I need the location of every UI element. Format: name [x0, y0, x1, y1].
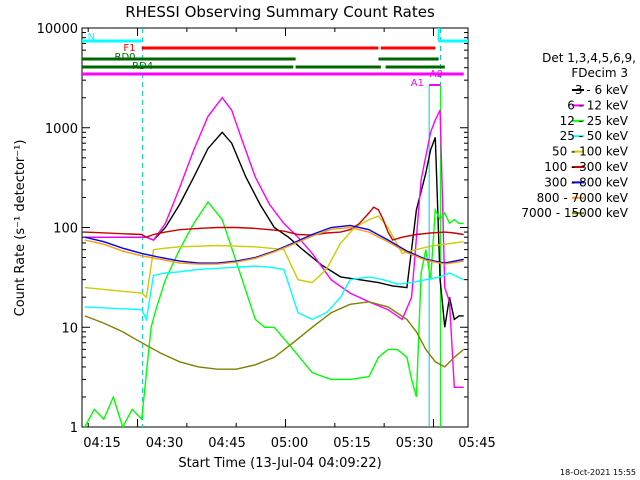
- series-line-8: [84, 301, 465, 370]
- series-line-4: [84, 215, 464, 299]
- series-line-6: [84, 224, 464, 264]
- legend-entry: 12 - 25 keV: [560, 114, 629, 128]
- legend-entry: 50 - 100 keV: [552, 145, 629, 159]
- chart-title: RHESSI Observing Summary Count Rates: [125, 3, 435, 21]
- y-tick-label: 10: [61, 321, 78, 336]
- legend-entry: 6 - 12 keV: [567, 98, 629, 112]
- state-label-rd4: RD4: [132, 61, 153, 72]
- state-label-n: N: [88, 32, 95, 43]
- timestamp: 18-Oct-2021 15:55: [560, 468, 636, 477]
- x-tick-label: 04:15: [83, 436, 120, 451]
- state-label-a0: A0: [430, 69, 443, 80]
- state-label-f1: F1: [123, 43, 135, 54]
- y-tick-label: 100: [53, 222, 78, 237]
- series-line-1: [84, 96, 464, 388]
- legend-entry: 3 - 6 keV: [575, 83, 629, 97]
- y-tick-label: 10000: [37, 22, 78, 37]
- series-line-3: [84, 265, 464, 322]
- state-label-rd0: RD0: [115, 52, 136, 63]
- x-tick-label: 04:45: [208, 436, 245, 451]
- legend-header-2: FDecim 3: [571, 66, 628, 80]
- legend-header-1: Det 1,3,4,5,6,9,: [542, 51, 636, 65]
- legend-entry: 300 - 800 keV: [544, 175, 628, 189]
- x-tick-label: 05:30: [396, 436, 433, 451]
- axis-ticks: [82, 28, 468, 428]
- series-line-0: [84, 131, 464, 328]
- legend-entry: 25 - 50 keV: [560, 129, 629, 143]
- legend-entry: 100 - 300 keV: [544, 160, 628, 174]
- tick-labels: 1 10 100 1000 10000 04:15 04:30 04:45 05:00 05:15…: [37, 22, 496, 451]
- x-tick-label: 05:45: [458, 436, 495, 451]
- x-tick-label: 05:00: [271, 436, 308, 451]
- reference-lines: [142, 28, 442, 427]
- series-line-5: [84, 206, 464, 241]
- series-line-7: [84, 226, 464, 265]
- x-tick-label: 04:30: [146, 436, 183, 451]
- x-axis-label: Start Time (13-Jul-04 04:09:22): [178, 456, 381, 471]
- legend-entry: 7000 - 15000 keV: [521, 206, 628, 220]
- y-axis-label: Count Rate (s⁻¹ detector⁻¹): [13, 140, 28, 317]
- x-tick-label: 05:15: [333, 436, 370, 451]
- y-tick-label: 1000: [45, 122, 78, 137]
- y-tick-label: 1: [70, 421, 78, 436]
- legend-entry: 800 - 7000 keV: [537, 191, 629, 205]
- state-label-a1: A1: [411, 78, 424, 89]
- series-lines: [84, 96, 465, 429]
